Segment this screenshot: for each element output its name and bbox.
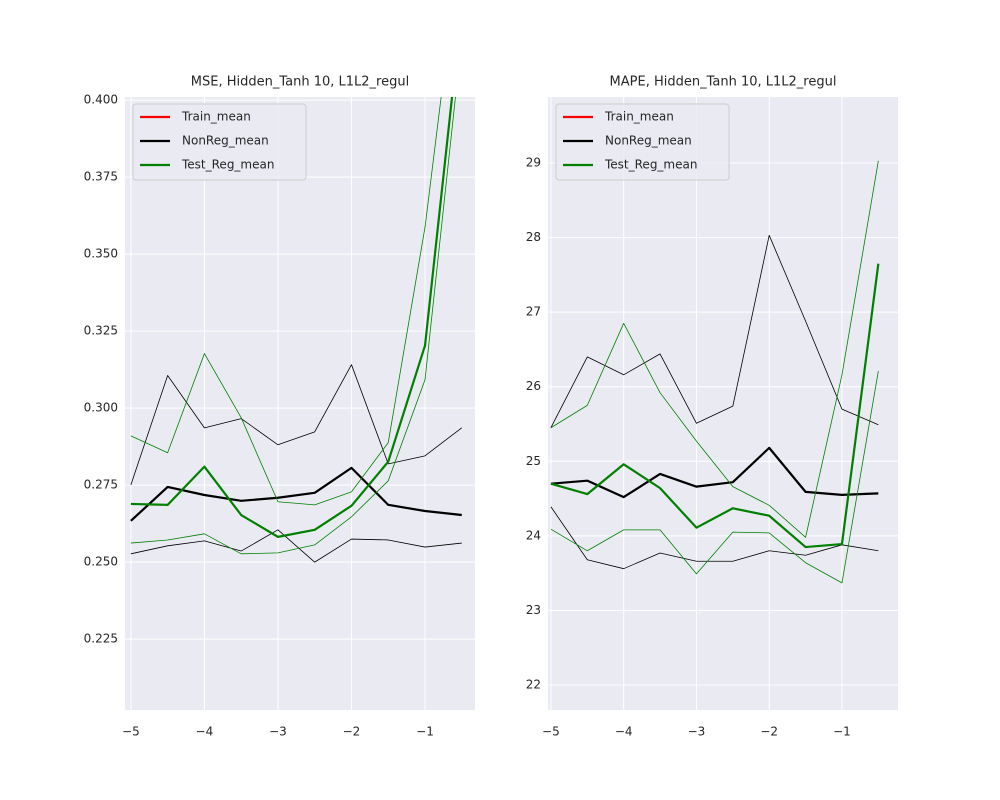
y-tick-label: 0.375 [84, 170, 118, 184]
y-tick-label: 0.300 [84, 401, 118, 415]
x-tick-label: −1 [416, 725, 434, 739]
band-line [550, 234, 879, 428]
band-line [550, 370, 879, 584]
axes: 0.225 0.250 0.275 0.300 0.325 0.350 0.375 0.400… [84, 75, 475, 739]
x-tick-label: −2 [343, 725, 361, 739]
band-line [130, 97, 442, 506]
axes: 22 23 24 25 26 27 28 29 −5 −4 −3 −2 −1 MAPE, Hidden_T… [526, 75, 898, 739]
x-tick-label: −2 [760, 725, 778, 739]
mean-line [550, 263, 880, 549]
legend-label: Test_Reg_mean [181, 158, 274, 172]
lines [550, 160, 880, 584]
y-tick-label: 25 [526, 454, 541, 468]
x-tick-label: −4 [615, 725, 633, 739]
legend: Train_mean NonReg_mean Test_Reg_mean [555, 103, 730, 181]
chart-title: MSE, Hidden_Tanh 10, L1L2_regul [191, 75, 409, 90]
y-tick-label: 29 [526, 155, 541, 169]
plot-area [548, 97, 898, 710]
lines [130, 97, 463, 563]
y-tick-label: 22 [526, 678, 541, 692]
legend-box [132, 103, 307, 181]
x-tick-label: −5 [542, 725, 560, 739]
mean-line [130, 466, 462, 522]
x-tick-label: −3 [269, 725, 287, 739]
y-tick-label: 0.350 [84, 247, 118, 261]
legend-label: Test_Reg_mean [604, 158, 697, 172]
x-tick-label: −4 [196, 725, 214, 739]
y-tick-label: 0.275 [84, 478, 118, 492]
legend-label: Train_mean [604, 110, 674, 124]
mean-line [130, 97, 454, 538]
y-tick-label: 0.250 [84, 555, 118, 569]
band-line [550, 506, 879, 570]
x-tick-label: −5 [122, 725, 140, 739]
mean-line [550, 446, 879, 499]
band-line [130, 97, 456, 555]
x-tick-label: −1 [833, 725, 851, 739]
y-tick-label: 0.325 [84, 324, 118, 338]
y-tick-label: 23 [526, 603, 541, 617]
y-tick-label: 28 [526, 230, 541, 244]
y-tick-label: 0.225 [84, 632, 118, 646]
y-tick-label: 0.400 [84, 93, 118, 107]
plot-area [125, 97, 475, 710]
band-line [130, 529, 462, 563]
legend-label: Train_mean [181, 110, 251, 124]
legend-label: NonReg_mean [605, 134, 692, 148]
band-line [550, 160, 879, 538]
y-tick-label: 27 [526, 305, 541, 319]
legend-box [555, 103, 730, 181]
x-tick-label: −3 [688, 725, 706, 739]
y-tick-label: 26 [526, 379, 541, 393]
chart-title: MAPE, Hidden_Tanh 10, L1L2_regul [610, 75, 837, 90]
legend-label: NonReg_mean [182, 134, 269, 148]
band-line [130, 364, 463, 485]
legend: Train_mean NonReg_mean Test_Reg_mean [132, 103, 307, 181]
y-tick-label: 24 [526, 528, 541, 542]
